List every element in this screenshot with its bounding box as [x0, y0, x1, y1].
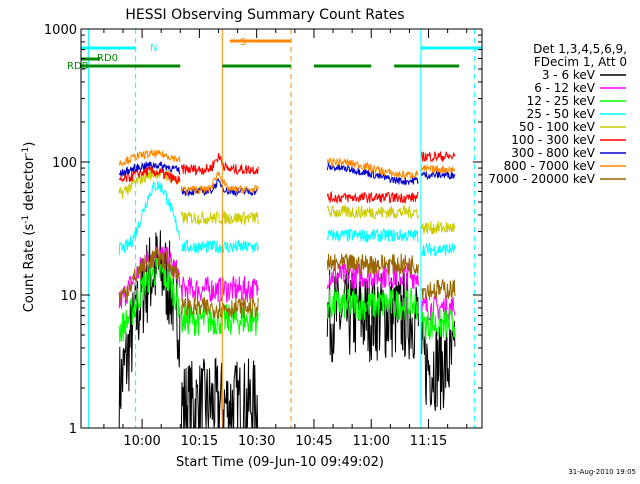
y-axis-label-sup1: -1: [21, 215, 31, 224]
x-tick-label: 10:45: [295, 434, 332, 449]
series-line: [180, 170, 259, 195]
series-line: [421, 164, 456, 174]
series-line: [180, 177, 259, 198]
y-axis-label-sup2: -1: [21, 147, 31, 156]
y-tick-label: 1: [69, 422, 77, 437]
series-line: [180, 153, 259, 176]
series-line: [118, 180, 181, 256]
series-line: [326, 157, 419, 179]
flag-label-s: S: [240, 37, 246, 48]
series-line: [118, 166, 181, 185]
series-line: [180, 276, 259, 303]
plot-frame: [80, 28, 483, 429]
y-tick-label: 100: [52, 156, 77, 171]
series-line: [326, 204, 419, 221]
legend-entry-label: 6 - 12 keV: [534, 81, 596, 95]
flag-label-rd0: RD0: [97, 53, 118, 64]
x-tick-label: 11:15: [410, 434, 447, 449]
series-line: [326, 287, 419, 321]
series-line: [421, 318, 456, 411]
series-line: [421, 241, 456, 257]
legend-entry-label: 25 - 50 keV: [527, 107, 596, 121]
series-line: [421, 308, 456, 341]
series-line: [180, 297, 259, 319]
data-layer: [118, 148, 456, 429]
x-tick-label: 10:30: [238, 434, 275, 449]
series-line: [180, 209, 259, 227]
series-line: [326, 161, 419, 186]
x-tick-label: 11:00: [353, 434, 390, 449]
series-line: [326, 190, 419, 205]
y-axis-label-end: ): [22, 142, 37, 147]
legend-entry-label: 3 - 6 keV: [542, 68, 596, 82]
chart-title: HESSI Observing Summary Count Rates: [125, 7, 404, 23]
y-tick-label: 1000: [44, 23, 77, 38]
legend-entry-label: 300 - 800 keV: [511, 146, 595, 160]
series-line: [118, 230, 181, 429]
footer-timestamp: 31-Aug-2010 19:05: [568, 468, 636, 476]
flag-layer: N S RD0 RDB: [67, 29, 482, 428]
series-line: [326, 253, 419, 276]
series-line: [118, 148, 181, 166]
legend-entry-label: 12 - 25 keV: [527, 94, 596, 108]
legend-header-detectors: Det 1,3,4,5,6,9,: [533, 42, 627, 56]
flag-label-rdb: RDB: [67, 61, 89, 72]
legend-entry-label: 800 - 7000 keV: [504, 159, 596, 173]
series-line: [180, 303, 259, 336]
y-tick-label: 10: [60, 289, 77, 304]
series-line: [421, 279, 456, 302]
series-line: [421, 295, 456, 323]
x-axis-label: Start Time (09-Jun-10 09:49:02): [176, 455, 384, 470]
series-line: [118, 247, 181, 307]
y-axis-label: Count Rate (s-1 detector-1): [21, 142, 37, 313]
legend-entry-label: 7000 - 20000 keV: [488, 172, 595, 186]
y-axis-label-main: Count Rate (s: [22, 224, 37, 313]
flag-label-n: N: [150, 43, 157, 54]
legend-entry-label: 50 - 100 keV: [519, 120, 596, 134]
series-line: [326, 227, 419, 244]
legend-entry-label: 100 - 300 keV: [511, 133, 595, 147]
axes-layer: 1 10 100 1000 10:00 10:15 10:30 10:45 11:00 11:15: [44, 23, 482, 449]
legend: Det 1,3,4,5,6,9, FDecim 1, Att 0 3 - 6 k…: [488, 42, 627, 186]
x-tick-label: 10:15: [181, 434, 218, 449]
series-line: [180, 238, 259, 254]
series-line: [421, 150, 456, 163]
series-line: [180, 357, 259, 429]
x-tick-label: 10:00: [123, 434, 160, 449]
legend-header-decimation: FDecim 1, Att 0: [534, 55, 627, 69]
series-line: [421, 221, 456, 235]
series-line: [118, 161, 181, 178]
y-axis-label-mid: detector: [22, 155, 37, 215]
